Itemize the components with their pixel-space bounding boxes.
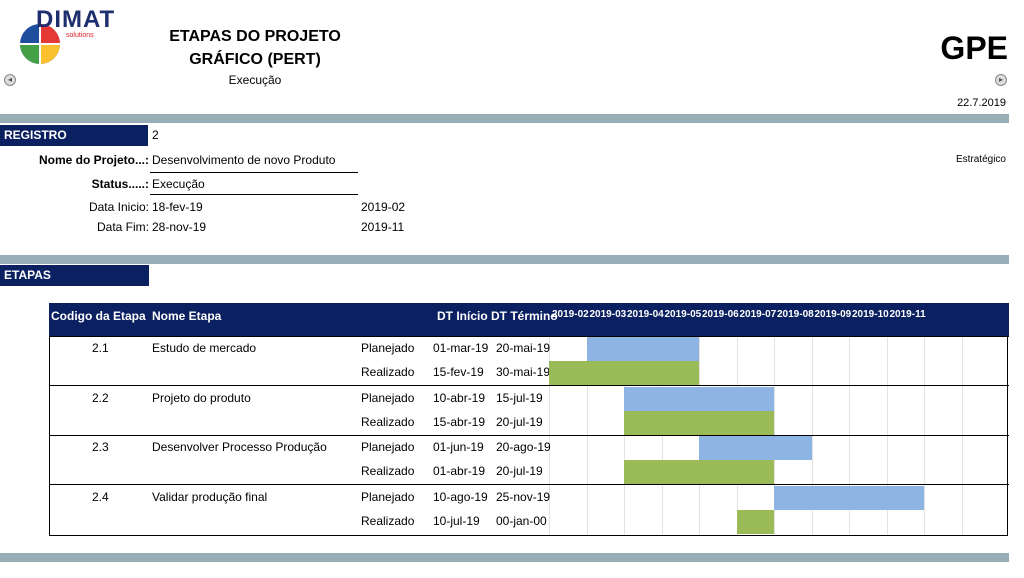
company-logo: [20, 24, 60, 64]
divider-band: [0, 255, 1009, 264]
start-date-value: 18-fev-19: [152, 200, 203, 214]
planned-end: 15-jul-19: [496, 390, 543, 405]
month-header: 2019-04: [627, 309, 664, 320]
page-subtitle: Execução: [228, 73, 282, 87]
month-header: 2019-11: [889, 309, 926, 320]
stage-name: Projeto do produto: [152, 390, 251, 405]
start-month-value: 2019-02: [361, 200, 406, 214]
planned-end: 25-nov-19: [496, 489, 551, 504]
end-date-label: Data Fim:: [96, 220, 149, 234]
stage-name: Desenvolver Processo Produção: [152, 440, 327, 454]
stage-name: Estudo de mercado: [152, 341, 257, 355]
month-gridline: [961, 336, 963, 536]
month-gridline: [549, 336, 550, 536]
planned-end: 20-mai-19: [496, 341, 551, 355]
actual-label: Realizado: [361, 464, 415, 478]
prev-page-icon[interactable]: ◂: [4, 74, 16, 86]
actual-end: 30-mai-19: [496, 365, 551, 379]
actual-start: 10-jul-19: [433, 513, 480, 528]
status-label: Status.....:: [91, 177, 149, 191]
col-name-header: Nome Etapa: [152, 309, 222, 323]
start-date-label: Data Inicio:: [88, 200, 149, 214]
logo-text: DIMAT: [36, 6, 116, 33]
registro-value: 2: [152, 128, 159, 142]
project-name-label: Nome do Projeto...:: [38, 153, 149, 167]
planned-start: 10-abr-19: [433, 390, 486, 405]
page-title-line2: GRÁFICO (PERT): [189, 51, 321, 68]
col-start-header: DT Início: [437, 309, 488, 323]
month-header: 2019-05: [664, 309, 702, 320]
stage-code: 2.4: [92, 489, 109, 504]
month-gridline: [811, 336, 813, 536]
planned-label: Planejado: [361, 440, 415, 454]
month-header: 2019-03: [589, 309, 627, 320]
planned-start: 01-mar-19: [433, 341, 489, 355]
month-header: 2019-09: [814, 309, 852, 320]
planned-bar: [699, 436, 812, 460]
actual-bar: [624, 460, 774, 484]
actual-label: Realizado: [361, 414, 415, 429]
status-value: Execução: [152, 177, 205, 191]
planned-label: Planejado: [361, 341, 415, 355]
actual-label: Realizado: [361, 365, 415, 379]
month-header: 2019-10: [852, 309, 889, 320]
actual-bar: [624, 410, 774, 435]
planned-bar: [586, 337, 699, 361]
project-name-value: Desenvolvimento de novo Produto: [152, 153, 336, 167]
month-header: 2019-02: [552, 309, 589, 320]
project-name-underline: [150, 172, 358, 173]
actual-start: 15-fev-19: [433, 365, 484, 379]
planned-start: 10-ago-19: [433, 489, 488, 504]
col-code-header: Codigo da Etapa: [51, 309, 146, 323]
etapas-header: ETAPAS: [0, 265, 149, 286]
stage-name: Validar produção final: [152, 489, 268, 504]
row-separator: [49, 434, 1009, 436]
next-page-icon[interactable]: ▸: [995, 74, 1007, 86]
report-date: 22.7.2019: [957, 97, 1006, 109]
col-end-header: DT Término: [491, 309, 558, 323]
actual-start: 01-abr-19: [433, 464, 486, 478]
actual-start: 15-abr-19: [433, 414, 486, 429]
month-header: 2019-06: [702, 309, 739, 320]
month-gridline: [924, 336, 925, 536]
registro-header: REGISTRO: [0, 125, 148, 146]
month-gridline: [849, 336, 850, 536]
stage-code: 2.1: [92, 341, 109, 355]
row-separator: [49, 484, 1009, 485]
actual-bar: [736, 509, 774, 534]
actual-label: Realizado: [361, 513, 415, 528]
status-underline: [150, 194, 358, 195]
row-separator: [49, 336, 1009, 337]
end-date-value: 28-nov-19: [152, 220, 207, 234]
month-gridline: [586, 336, 588, 536]
planned-end: 20-ago-19: [496, 440, 551, 454]
planned-bar: [774, 485, 924, 510]
logo-subtext: solutions: [66, 32, 94, 39]
planned-label: Planejado: [361, 390, 415, 405]
project-category: Estratégico: [955, 154, 1006, 165]
planned-start: 01-jun-19: [433, 440, 484, 454]
end-month-value: 2019-11: [361, 220, 405, 234]
report-code: GPE: [940, 30, 1008, 66]
row-separator: [49, 385, 1009, 386]
actual-end: 20-jul-19: [496, 414, 543, 429]
planned-label: Planejado: [361, 489, 415, 504]
actual-end: 20-jul-19: [496, 464, 543, 478]
divider-band: [0, 114, 1009, 123]
month-gridline: [886, 336, 888, 536]
month-gridline: [624, 336, 625, 536]
month-gridline: [661, 336, 663, 536]
divider-band: [0, 553, 1009, 562]
stages-table-header: [49, 303, 1009, 336]
actual-bar: [549, 361, 699, 385]
actual-end: 00-jan-00: [496, 513, 547, 528]
planned-bar: [624, 386, 774, 411]
stages-table-border: [49, 336, 1008, 536]
month-header: 2019-07: [739, 309, 777, 320]
stage-code: 2.2: [92, 390, 109, 405]
page-title-line1: ETAPAS DO PROJETO: [169, 28, 341, 45]
stage-code: 2.3: [92, 440, 109, 454]
month-header: 2019-08: [777, 309, 814, 320]
